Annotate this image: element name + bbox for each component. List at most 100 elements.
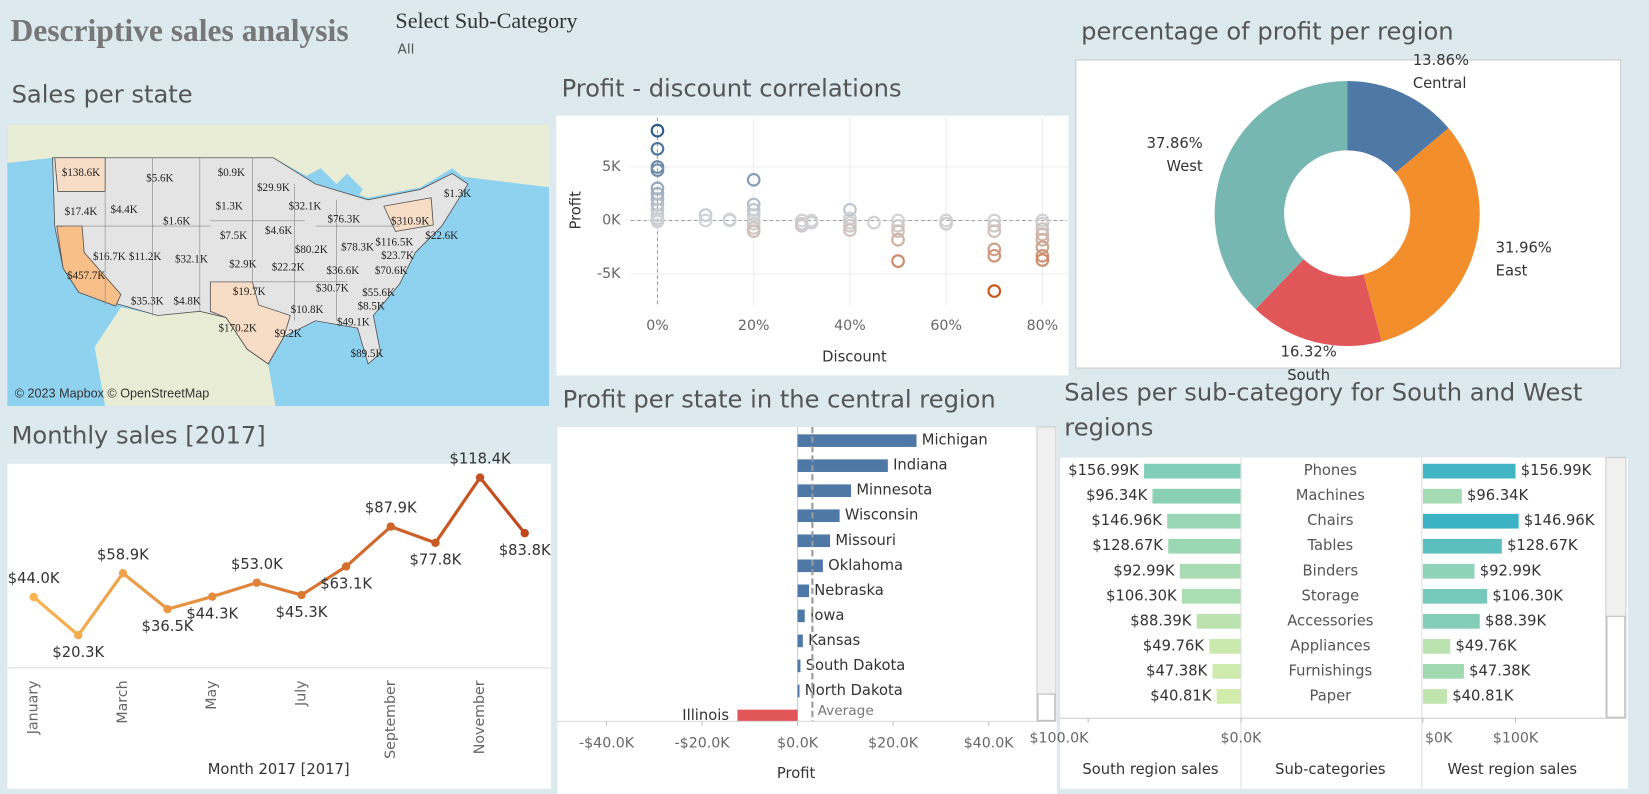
map-attribution: © 2023 Mapbox © OpenStreetMap: [15, 387, 210, 401]
slice: [1363, 128, 1480, 342]
bars: Phones $156.99K $156.99K Machines $96.34K $96…: [1068, 462, 1595, 704]
bar: [797, 634, 803, 648]
category-label: Phones: [1304, 462, 1357, 479]
data-label: $128.67K: [1507, 537, 1578, 554]
map-label: $8.5K: [358, 301, 385, 313]
point: [987, 248, 1002, 263]
bar-label: Indiana: [893, 457, 947, 474]
data-label: $40.81K: [1452, 687, 1514, 704]
bar: [1181, 588, 1241, 604]
bar-label: Michigan: [922, 432, 988, 449]
mexico: [94, 307, 276, 406]
state: [383, 197, 434, 232]
panel: [1060, 457, 1628, 789]
point: [386, 522, 396, 531]
bar: [737, 709, 798, 722]
map-label: $35.3K: [131, 295, 164, 307]
axis-title: South region sales: [1082, 761, 1218, 778]
data-label: $156.99K: [1068, 462, 1139, 479]
map-label: $0.9K: [218, 167, 245, 179]
bar-label: Missouri: [835, 532, 896, 549]
category-label: Binders: [1303, 562, 1359, 579]
map-label: $116.5K: [375, 236, 413, 248]
canada: [7, 124, 549, 198]
data-label: $40.81K: [1150, 687, 1212, 704]
point: [843, 218, 857, 233]
data-label: $92.99K: [1480, 562, 1542, 579]
map-label: $19.7K: [233, 286, 266, 298]
bar: [1209, 638, 1241, 654]
x-tick-label: November: [472, 680, 488, 754]
point: [987, 224, 1002, 239]
x-axis-label: Month 2017 [2017]: [208, 761, 350, 778]
bars: Michigan Indiana Minnesota Wisconsin Missour…: [682, 426, 988, 722]
map-label: $17.4K: [65, 206, 98, 218]
bar: [1422, 463, 1516, 479]
data-label: $106.30K: [1106, 587, 1177, 604]
data-label: $44.3K: [186, 606, 238, 623]
data-label: $20.3K: [52, 644, 104, 661]
bar: [1422, 563, 1475, 579]
x-tick-label: $0.0K: [777, 736, 819, 752]
x-tick-label: 60%: [930, 318, 962, 334]
panel: [556, 115, 1069, 376]
x-tick-label: 80%: [1027, 318, 1059, 334]
bar: [1422, 513, 1519, 529]
slice-value-label: 13.86%: [1413, 52, 1469, 69]
map-label: $49.1K: [337, 316, 370, 328]
data-label: $53.0K: [231, 556, 283, 573]
map-label: $29.9K: [257, 182, 290, 194]
x-tick-label: $0.0K: [1221, 730, 1263, 746]
map-label: $16.7K: [93, 251, 126, 263]
point: [1035, 227, 1050, 242]
map-label: $138.6K: [62, 167, 100, 179]
point: [987, 284, 1002, 298]
map-label: $7.5K: [220, 230, 247, 242]
data-label: $106.30K: [1492, 587, 1563, 604]
chart-title: Monthly sales [2017]: [12, 421, 266, 449]
map-label: $36.6K: [326, 265, 359, 277]
slice-value-label: 31.96%: [1496, 240, 1552, 257]
bar: [797, 584, 810, 598]
x-tick-label: 20%: [738, 318, 770, 334]
bar: [1152, 488, 1241, 504]
filter-label: Select Sub-Category: [395, 8, 577, 33]
map-label: $1.6K: [163, 215, 190, 227]
filter-value[interactable]: All: [398, 41, 415, 57]
x-tick-label: January: [26, 680, 42, 735]
map-label: $310.9K: [391, 215, 429, 227]
map-label: $22.6K: [425, 230, 458, 242]
bar: [1168, 538, 1241, 554]
bar: [1422, 488, 1462, 504]
map-label: $457.7K: [67, 270, 105, 282]
data-label: $47.38K: [1469, 662, 1531, 679]
x-axis-label: Discount: [822, 349, 887, 366]
chart-title-box: Sales per sub-category for South and Wes…: [1064, 380, 1582, 442]
x-tick-label: May: [204, 680, 220, 709]
point: [698, 208, 713, 222]
point: [843, 223, 857, 237]
data-label: $92.99K: [1113, 562, 1175, 579]
point: [297, 590, 306, 600]
map-label: $76.3K: [327, 213, 360, 225]
map-label: $9.2K: [275, 328, 302, 340]
point: [475, 473, 485, 482]
scroll-thumb[interactable]: [1606, 615, 1626, 718]
point: [341, 562, 351, 571]
data-label: $88.39K: [1485, 612, 1547, 629]
bar: [1212, 664, 1241, 679]
bar: [1167, 513, 1241, 529]
point: [891, 232, 905, 247]
scroll-thumb[interactable]: [1037, 693, 1056, 721]
bar: [797, 509, 840, 523]
slice-label: East: [1496, 263, 1528, 280]
slice-label: West: [1167, 158, 1203, 175]
map-label: $4.8K: [174, 295, 201, 307]
point: [650, 163, 665, 178]
scrollbar[interactable]: [1036, 426, 1057, 722]
point: [252, 578, 262, 587]
data-label: $49.76K: [1455, 637, 1517, 654]
point: [746, 172, 761, 187]
data-label: $83.8K: [499, 542, 551, 559]
x-tick-label: July: [294, 680, 310, 707]
